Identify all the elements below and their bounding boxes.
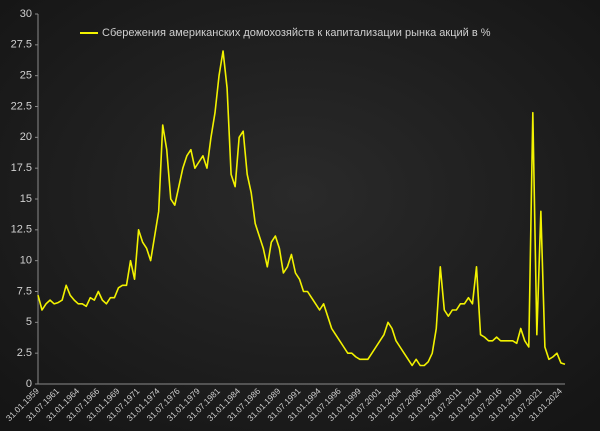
y-tick-label: 27.5 [11,39,32,51]
y-tick-label: 12.5 [11,224,32,236]
y-tick-label: 5 [26,316,32,328]
y-tick-label: 22.5 [11,100,32,112]
y-tick-label: 20 [20,131,32,143]
y-tick-label: 10 [20,255,32,267]
y-tick-label: 30 [20,8,32,20]
y-tick-label: 25 [20,70,32,82]
y-tick-label: 7.5 [17,285,32,297]
y-tick-label: 15 [20,193,32,205]
legend-label: Сбережения американских домохозяйств к к… [102,27,491,39]
y-tick-label: 2.5 [17,347,32,359]
y-tick-label: 17.5 [11,162,32,174]
y-tick-label: 0 [26,378,32,390]
line [37,50,566,367]
